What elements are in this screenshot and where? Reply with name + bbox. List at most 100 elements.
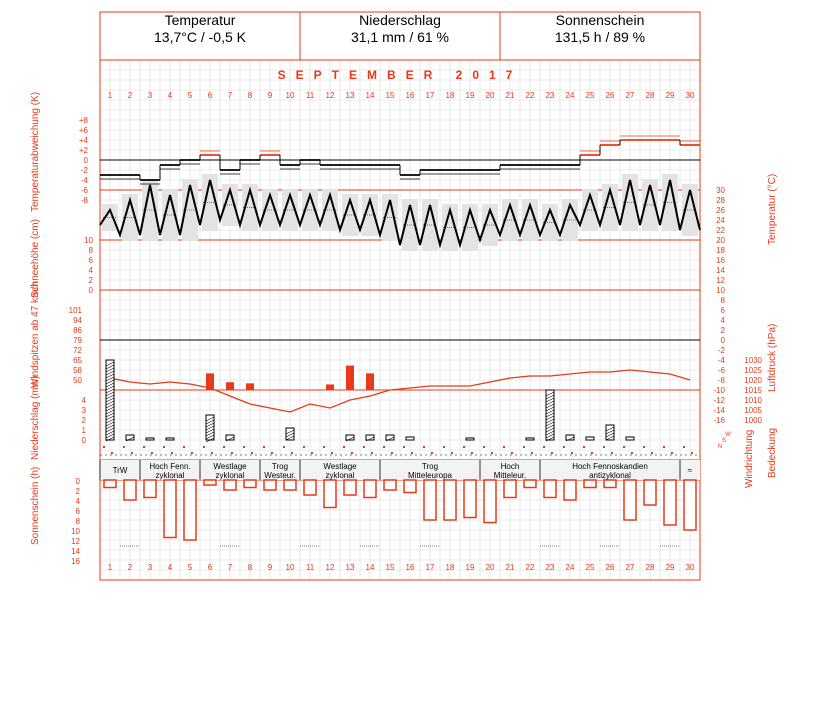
sunshine-tick: 2 [76,487,81,496]
wind-gust-bar [206,373,214,390]
wind-direction-dot [271,452,273,454]
day-label-top: 19 [466,91,475,100]
temp-anomaly-tick: +2 [79,146,89,155]
sunshine-bar [623,479,637,521]
day-label-top: 29 [666,91,675,100]
day-label-top: 13 [346,91,355,100]
sunshine-bar [143,479,157,499]
precip-bar [145,437,155,441]
pressure-tick: 1015 [744,386,762,395]
weather-type-label: zyklonal [156,471,185,480]
day-label-bottom: 4 [168,563,173,572]
wind-gust-bar [246,383,254,390]
day-label-bottom: 11 [306,563,315,572]
temperature-tick: -6 [718,366,726,375]
weather-type-label: Trog [272,462,288,471]
precip-hatch [545,391,555,397]
temp-anomaly-tick: +8 [79,116,89,125]
precip-hatch [285,435,295,441]
header-precipitation: Niederschlag 31,1 mm / 61 % [300,12,500,60]
wind-gust-tick: 50 [73,376,82,385]
precip-hatch [105,370,115,376]
weather-type-label: Trog [422,462,438,471]
day-label-bottom: 10 [286,563,295,572]
header-temperature: Temperatur 13,7°C / -0,5 K [100,12,300,60]
wind-gust-tick: 65 [73,356,82,365]
wind-direction-dot [611,452,613,454]
precip-hatch [545,406,555,412]
day-label-bottom: 9 [268,563,273,572]
wind-direction-dot [503,446,505,448]
temperature-tick: 30 [716,186,725,195]
day-label-top: 5 [188,91,193,100]
precip-hatch [285,432,295,438]
wind-direction-dot [443,446,445,448]
sunshine-bar [663,479,677,526]
temp-anomaly-tick: -2 [81,166,89,175]
precip-bar [625,436,635,441]
temperature-tick: 14 [716,266,725,275]
header-sunshine: Sonnenschein 131,5 h / 89 % [500,12,700,60]
precip-hatch [105,385,115,391]
temperature-tick: 24 [716,216,725,225]
sunshine-bar [223,479,237,491]
precip-hatch [105,433,115,439]
sunshine-bar [563,479,577,501]
sunshine-tick: 14 [71,547,80,556]
day-label-top: 20 [486,91,495,100]
wind-direction-dot [151,452,153,454]
precip-hatch [545,409,555,415]
day-label-top: 10 [286,91,295,100]
wind-gust-tick: 79 [73,336,82,345]
temp-anomaly-axis-title: Temperaturabweichung (K) [30,91,41,212]
precip-hatch [125,436,135,442]
precip-bar [565,434,575,441]
wind-direction-dot [411,452,413,454]
wind-direction-dot [623,446,625,448]
sunshine-bar [483,479,497,524]
temp-anomaly-tick: -4 [81,176,89,185]
cloud-cover-axis-title: Bedeckung [767,427,778,478]
day-label-bottom: 29 [666,563,675,572]
wind-direction-dot [263,446,265,448]
day-label-top: 11 [306,91,315,100]
precip-hatch [105,427,115,433]
chart-labels: 1122334455667788991010111112121313141415… [69,91,763,572]
weather-type-label: Westlage [213,462,247,471]
day-label-top: 3 [148,91,153,100]
weather-type-label: Hoch Fenn. [149,462,190,471]
precip-hatch [605,435,615,441]
day-label-top: 12 [326,91,335,100]
precip-hatch [205,431,215,437]
wind-direction-dot [303,446,305,448]
pressure-tick: 1005 [744,406,762,415]
weather-type-label: Mitteleuropa [408,471,453,480]
sunshine-bar [583,479,597,489]
precip-hatch [345,436,355,442]
header-sunshine-title: Sonnenschein [555,12,645,28]
temp-anomaly-tick: -8 [81,196,89,205]
wind-gust-bar [366,373,374,390]
wind-direction-legend: S [722,438,726,444]
month-title: SEPTEMBER 2017 [277,68,523,82]
precip-hatch [105,376,115,382]
wind-direction-dot [691,452,693,454]
wind-direction-dot [591,452,593,454]
weather-type-label: antizyklonal [589,471,631,480]
day-label-bottom: 23 [546,563,555,572]
wind-direction-dot [531,452,533,454]
header-sunshine-value: 131,5 h / 89 % [554,29,646,45]
precip-hatch [545,433,555,439]
precip-tick: 1 [82,426,87,435]
precip-hatch [105,373,115,379]
wind-direction-dot [451,452,453,454]
precip-hatch [385,436,395,442]
wind-gust-tick: 94 [73,316,82,325]
wind-direction-dot [563,446,565,448]
precip-hatch [105,403,115,409]
wind-direction-dot [343,446,345,448]
temperature-tick: 28 [716,196,725,205]
precip-hatch [105,406,115,412]
precip-hatch [105,382,115,388]
